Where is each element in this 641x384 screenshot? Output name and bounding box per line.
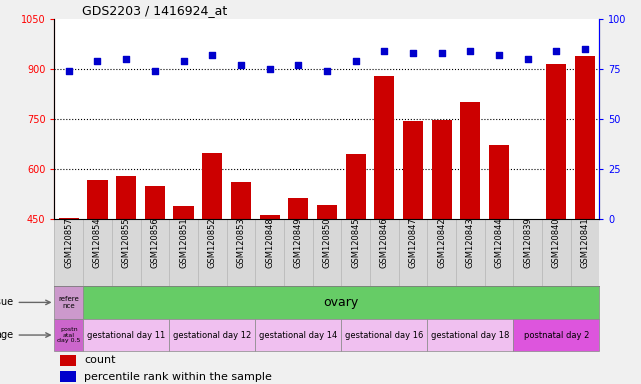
Point (580, 46, 590, 52)
Point (207, 52, 217, 58)
Point (494, 52, 504, 58)
Point (437, 50, 447, 56)
Point (121, 56, 131, 62)
Point (150, 68, 160, 74)
Point (551, 48, 562, 54)
Text: ovary: ovary (324, 296, 359, 309)
Text: GDS2203 / 1416924_at: GDS2203 / 1416924_at (82, 3, 227, 17)
Bar (317, 205, 337, 369)
Bar (288, 198, 308, 369)
Text: postn
atal
day 0.5: postn atal day 0.5 (57, 327, 81, 343)
Text: postnatal day 2: postnatal day 2 (524, 331, 589, 339)
Bar (260, 215, 279, 369)
Bar (145, 185, 165, 369)
Point (265, 66, 275, 72)
Bar (60, 355, 76, 366)
Bar (231, 182, 251, 369)
Point (63, 68, 74, 74)
Text: age: age (0, 330, 50, 340)
Point (322, 68, 332, 74)
Point (351, 58, 361, 64)
Point (465, 48, 476, 54)
Bar (513, 319, 599, 351)
Bar (575, 56, 595, 369)
Bar (460, 103, 480, 369)
Point (293, 62, 303, 68)
Bar (431, 120, 452, 369)
Point (522, 56, 533, 62)
Text: gestational day 18: gestational day 18 (431, 331, 510, 339)
Bar (341, 319, 428, 351)
Text: tissue: tissue (0, 297, 50, 308)
Bar (403, 121, 423, 369)
Text: refere
nce: refere nce (58, 296, 79, 309)
Bar (202, 153, 222, 369)
Text: percentile rank within the sample: percentile rank within the sample (85, 372, 272, 382)
Point (408, 50, 418, 56)
Bar (83, 319, 169, 351)
Bar (54, 319, 83, 351)
Bar (174, 205, 194, 369)
Text: gestational day 12: gestational day 12 (173, 331, 251, 339)
Bar (374, 76, 394, 369)
Bar (489, 145, 509, 369)
Text: gestational day 14: gestational day 14 (259, 331, 337, 339)
Text: gestational day 11: gestational day 11 (87, 331, 165, 339)
Point (236, 62, 246, 68)
Bar (255, 319, 341, 351)
Point (92, 58, 103, 64)
Bar (169, 319, 255, 351)
Bar (345, 154, 365, 369)
Bar (428, 319, 513, 351)
Point (178, 58, 188, 64)
Bar (59, 218, 79, 369)
Text: count: count (85, 355, 116, 365)
Text: gestational day 16: gestational day 16 (345, 331, 424, 339)
Point (379, 48, 389, 54)
Bar (518, 219, 538, 369)
Bar (546, 64, 567, 369)
Bar (54, 286, 83, 319)
Bar (60, 371, 76, 382)
Bar (87, 180, 108, 369)
Bar (116, 176, 137, 369)
